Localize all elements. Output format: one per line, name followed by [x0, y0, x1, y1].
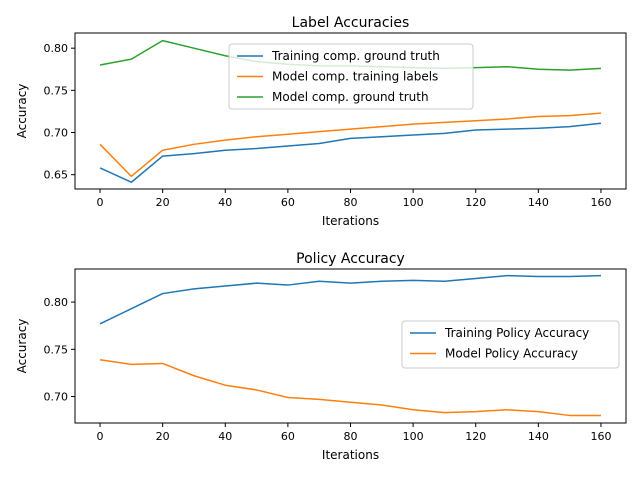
x-axis-label: Iterations [322, 214, 379, 228]
x-tick-label: 140 [528, 196, 549, 209]
x-tick-label: 100 [403, 430, 424, 443]
y-tick-label: 0.70 [44, 127, 69, 140]
y-tick-label: 0.80 [44, 296, 69, 309]
chart-panel-2: Policy Accuracy 0 20 40 60 80 100 120 140 160 0.70… [15, 251, 627, 462]
x-tick-label: 20 [156, 196, 170, 209]
legend-label-1: Training comp. ground truth [271, 49, 440, 63]
x-tick-label: 160 [590, 196, 611, 209]
series-line-1 [99, 274, 601, 325]
x-tick-label: 120 [465, 196, 486, 209]
legend-label-1: Training Policy Accuracy [444, 326, 589, 340]
series-line-2 [99, 112, 602, 178]
y-tick-label: 0.65 [44, 169, 69, 182]
x-tick-label: 100 [403, 196, 424, 209]
x-tick-label: 140 [528, 430, 549, 443]
chart-title: Policy Accuracy [296, 251, 405, 267]
y-tick-label: 0.75 [44, 343, 69, 356]
x-tick-label: 80 [344, 430, 358, 443]
x-tick-label: 60 [281, 196, 295, 209]
x-tick-label: 120 [465, 430, 486, 443]
chart-title: Label Accuracies [292, 15, 410, 31]
legend: Training Policy Accuracy Model Policy Acc… [401, 320, 620, 369]
series-line-2 [99, 358, 601, 417]
legend: Training comp. ground truth Model comp. t… [228, 43, 474, 110]
chart-panel-1: Label Accuracies 0 20 40 60 80 100 120 140 160 0.6… [15, 15, 627, 228]
legend-label-2: Model comp. training labels [272, 70, 438, 84]
x-tick-label: 0 [97, 430, 104, 443]
x-tick-label: 160 [590, 430, 611, 443]
x-tick-label: 0 [97, 196, 104, 209]
legend-box [228, 43, 474, 110]
y-tick-label: 0.70 [44, 391, 69, 404]
y-axis-label: Accuracy [15, 84, 29, 139]
y-tick-label: 0.80 [44, 42, 69, 55]
series-line-1 [99, 122, 602, 183]
x-axis-label: Iterations [322, 448, 379, 462]
x-tick-label: 20 [156, 430, 170, 443]
x-tick-label: 40 [218, 196, 232, 209]
legend-box [401, 320, 620, 369]
y-tick-label: 0.75 [44, 84, 69, 97]
legend-label-3: Model comp. ground truth [272, 90, 429, 104]
x-tick-label: 40 [218, 430, 232, 443]
legend-label-2: Model Policy Accuracy [445, 347, 578, 361]
x-tick-label: 60 [281, 430, 295, 443]
x-tick-label: 80 [344, 196, 358, 209]
y-axis-label: Accuracy [15, 319, 29, 374]
